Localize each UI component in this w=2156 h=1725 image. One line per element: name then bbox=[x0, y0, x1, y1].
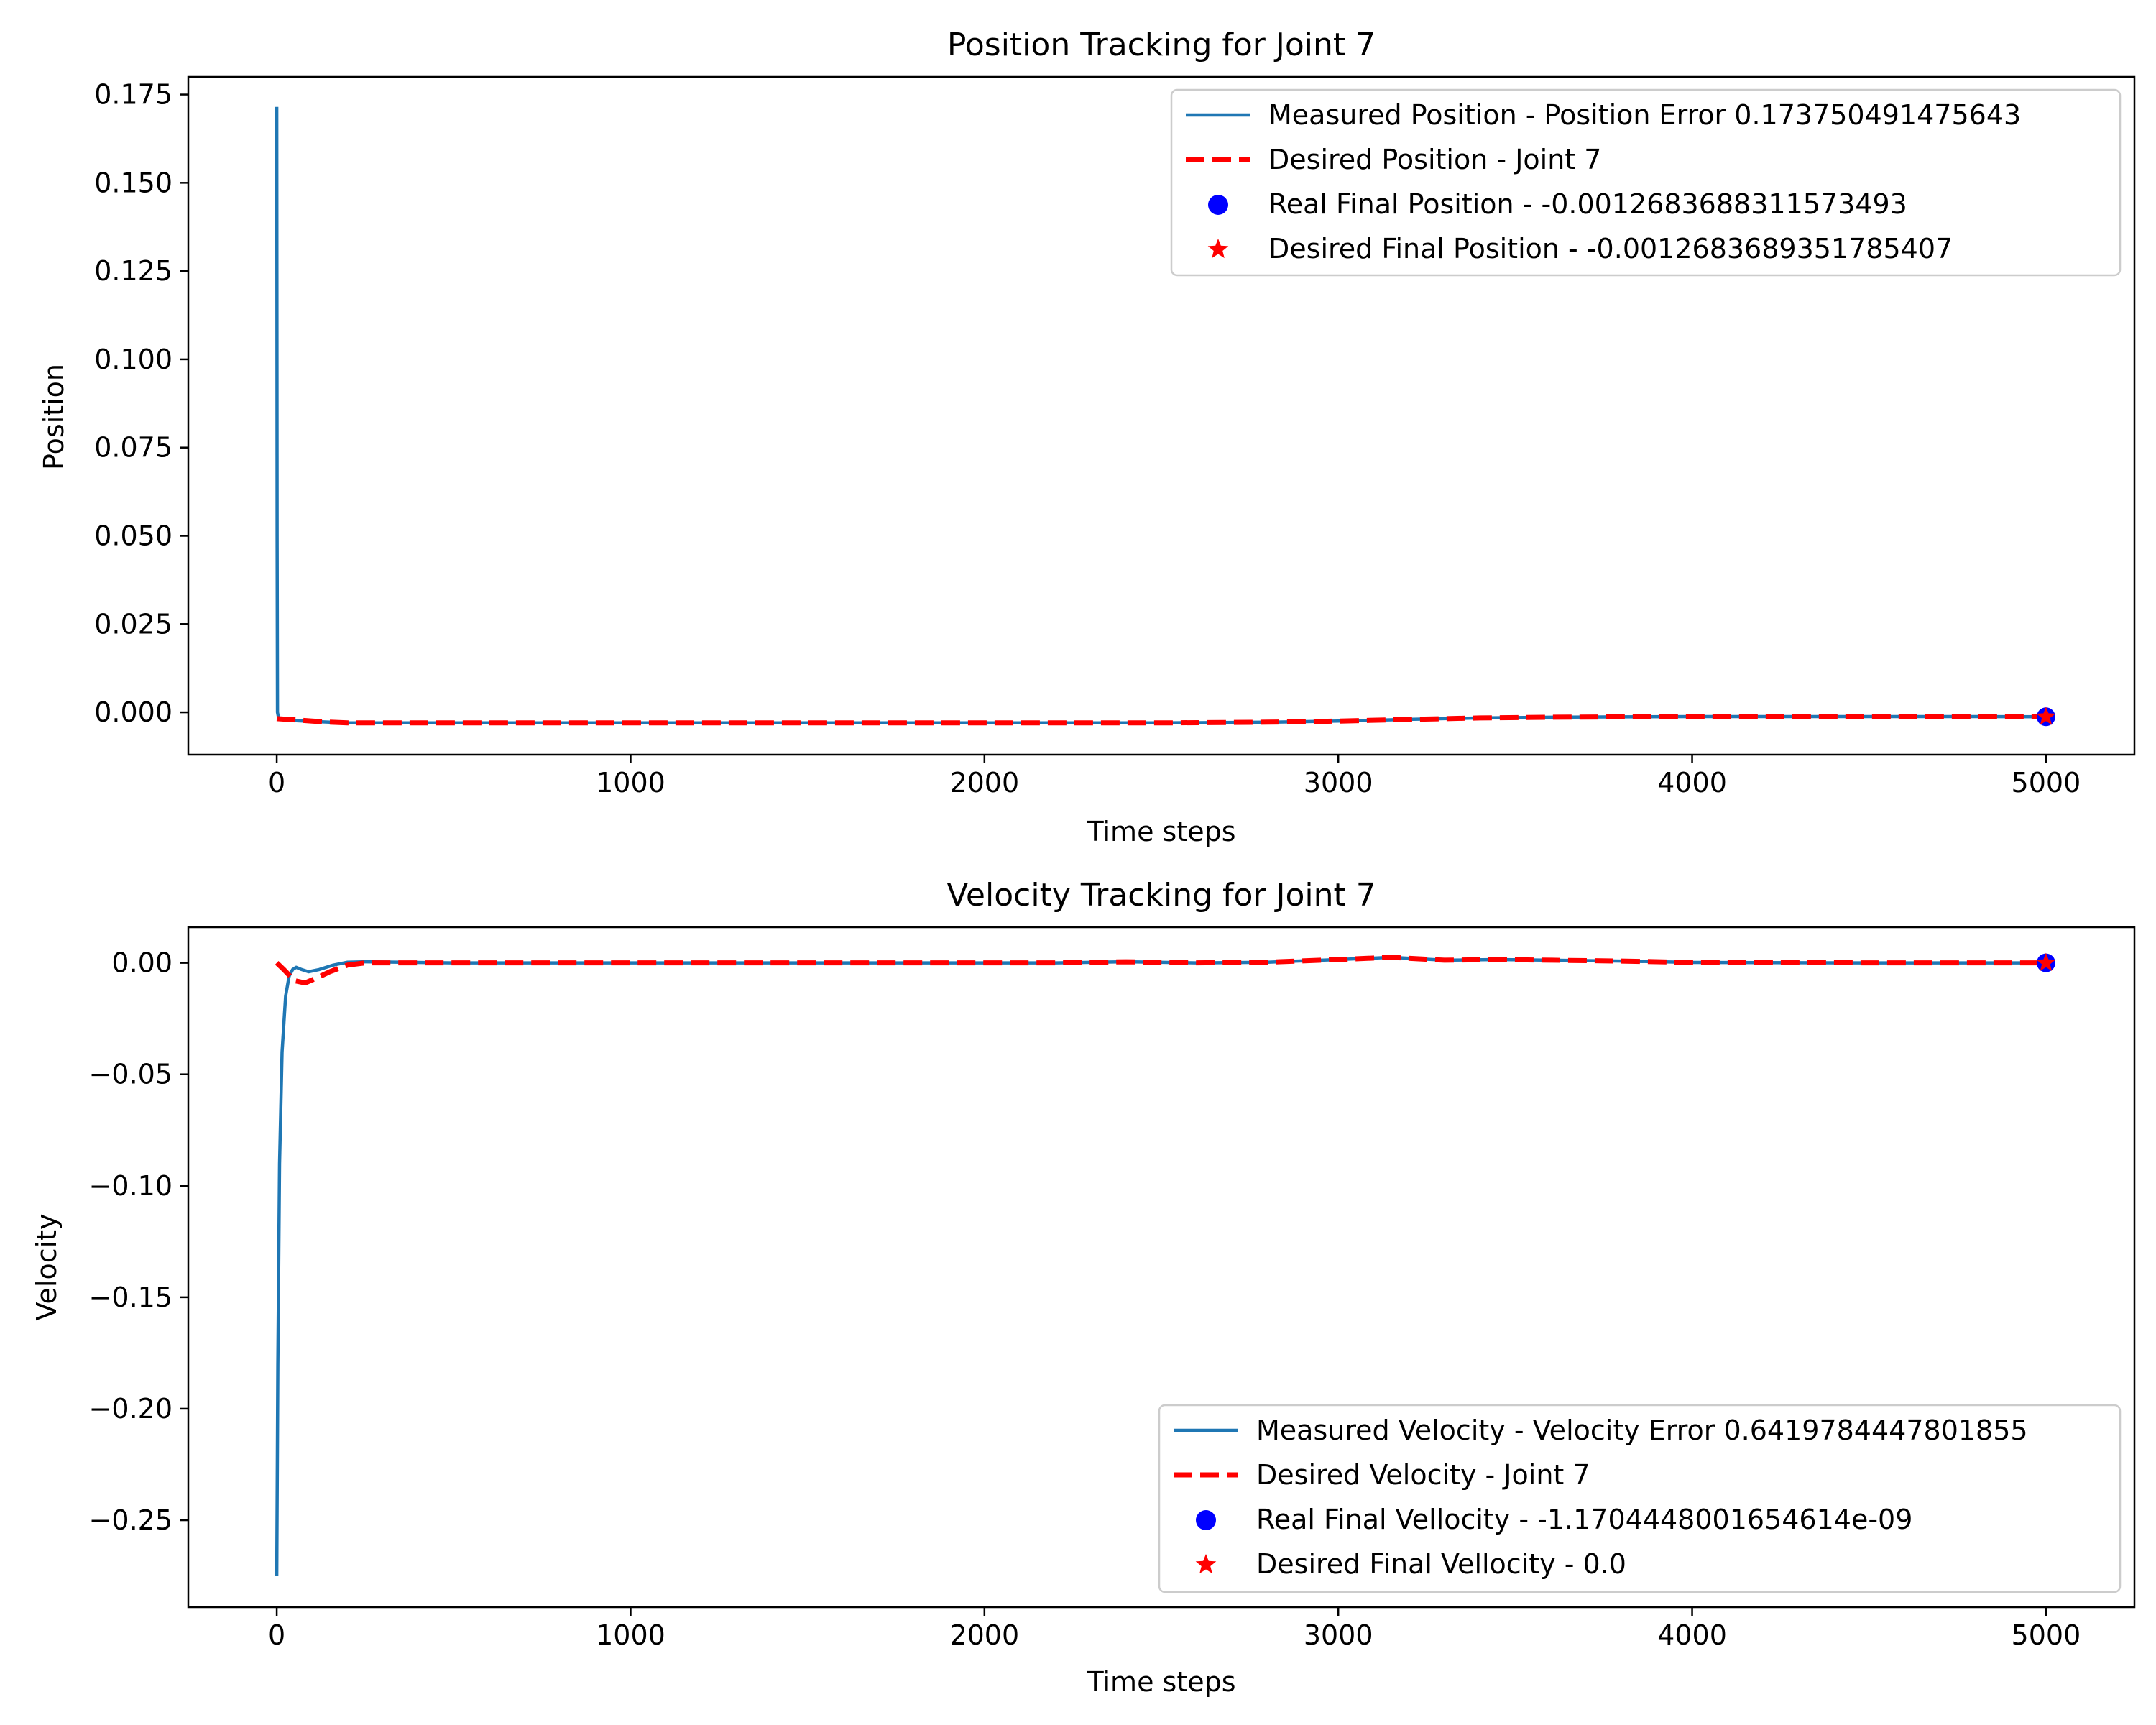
velocity-legend-marker-desired-final bbox=[1195, 1554, 1217, 1574]
position-legend-label-desired: Desired Position - Joint 7 bbox=[1268, 144, 1601, 175]
velocity-series-desired-line bbox=[275, 954, 2046, 985]
position-y-tick-label: 0.075 bbox=[94, 432, 172, 464]
velocity-plot-area bbox=[275, 952, 2056, 1576]
velocity-y-tick-label: −0.20 bbox=[89, 1393, 172, 1425]
velocity-chart-title: Velocity Tracking for Joint 7 bbox=[946, 877, 1376, 914]
position-y-tick-label: 0.175 bbox=[94, 79, 172, 111]
position-x-tick-label: 2000 bbox=[949, 767, 1019, 799]
position-legend-label-real-final: Real Final Position - -0.001268368831157… bbox=[1268, 188, 1907, 220]
velocity-legend-label-desired-final: Desired Final Vellocity - 0.0 bbox=[1256, 1548, 1626, 1580]
position-legend-label-desired-final: Desired Final Position - -0.001268368935… bbox=[1268, 233, 1953, 264]
velocity-desired-final-point bbox=[2036, 952, 2056, 971]
velocity-y-axis-label: Velocity bbox=[31, 1213, 63, 1320]
velocity-x-tick-label: 3000 bbox=[1304, 1619, 1373, 1651]
position-y-tick-label: 0.050 bbox=[94, 520, 172, 551]
position-axes-frame bbox=[187, 75, 2136, 756]
position-x-tick-label: 3000 bbox=[1304, 767, 1373, 799]
position-x-tick-label: 1000 bbox=[596, 767, 665, 799]
velocity-x-tick-label: 2000 bbox=[949, 1619, 1019, 1651]
position-y-tick-label: 0.100 bbox=[94, 344, 172, 375]
position-plot-area bbox=[275, 106, 2056, 727]
position-y-tick-label: 0.000 bbox=[94, 696, 172, 728]
velocity-y-tick-label: −0.05 bbox=[89, 1059, 172, 1090]
velocity-legend-marker-real-final bbox=[1196, 1510, 1216, 1530]
velocity-y-tick-label: −0.15 bbox=[89, 1282, 172, 1313]
velocity-y-tick-label: 0.00 bbox=[111, 947, 172, 979]
velocity-x-ticks: 0 1000 2000 3000 4000 5000 bbox=[268, 1607, 2081, 1651]
velocity-x-tick-label: 0 bbox=[268, 1619, 285, 1651]
position-legend-marker-desired-final bbox=[1207, 239, 1229, 259]
velocity-y-ticks: 0.00 −0.05 −0.10 −0.15 −0.20 −0.25 bbox=[89, 947, 188, 1536]
position-x-ticks: 0 1000 2000 3000 4000 5000 bbox=[268, 755, 2081, 799]
position-x-tick-label: 4000 bbox=[1657, 767, 1727, 799]
velocity-legend: Measured Velocity - Velocity Error 0.641… bbox=[1158, 1404, 2122, 1593]
velocity-y-tick-label: −0.10 bbox=[89, 1170, 172, 1202]
position-legend: Measured Position - Position Error 0.173… bbox=[1170, 88, 2122, 277]
velocity-x-tick-label: 1000 bbox=[596, 1619, 665, 1651]
velocity-x-tick-label: 5000 bbox=[2012, 1619, 2081, 1651]
velocity-legend-label-measured: Measured Velocity - Velocity Error 0.641… bbox=[1256, 1414, 2028, 1446]
position-y-tick-label: 0.025 bbox=[94, 608, 172, 640]
position-x-tick-label: 0 bbox=[268, 767, 285, 799]
position-x-tick-label: 5000 bbox=[2012, 767, 2081, 799]
position-y-tick-label: 0.125 bbox=[94, 255, 172, 287]
position-chart: Position Tracking for Joint 7 0 1000 2000 3… bbox=[38, 27, 2136, 847]
velocity-legend-box bbox=[1158, 1404, 2122, 1593]
position-legend-marker-real-final bbox=[1208, 195, 1228, 215]
position-y-ticks: 0.000 0.025 0.050 0.075 0.100 0.125 0.150 0.175 bbox=[94, 79, 188, 728]
velocity-chart: Velocity Tracking for Joint 7 0 1000 2000 3… bbox=[31, 877, 2136, 1698]
position-legend-box bbox=[1170, 88, 2122, 277]
position-x-axis-label: Time steps bbox=[1086, 816, 1235, 847]
position-series-desired-line bbox=[276, 714, 2046, 726]
position-desired-final-point bbox=[2036, 707, 2056, 725]
velocity-axes-frame bbox=[187, 926, 2136, 1609]
velocity-y-tick-label: −0.25 bbox=[89, 1504, 172, 1536]
velocity-legend-label-real-final: Real Final Vellocity - -1.17044480016546… bbox=[1256, 1504, 1912, 1535]
velocity-x-tick-label: 4000 bbox=[1657, 1619, 1727, 1651]
position-y-axis-label: Position bbox=[38, 364, 70, 470]
velocity-legend-label-desired: Desired Velocity - Joint 7 bbox=[1256, 1459, 1590, 1491]
velocity-x-axis-label: Time steps bbox=[1086, 1666, 1235, 1698]
position-legend-label-measured: Measured Position - Position Error 0.173… bbox=[1268, 99, 2021, 131]
position-y-tick-label: 0.150 bbox=[94, 167, 172, 198]
position-chart-title: Position Tracking for Joint 7 bbox=[947, 27, 1376, 63]
